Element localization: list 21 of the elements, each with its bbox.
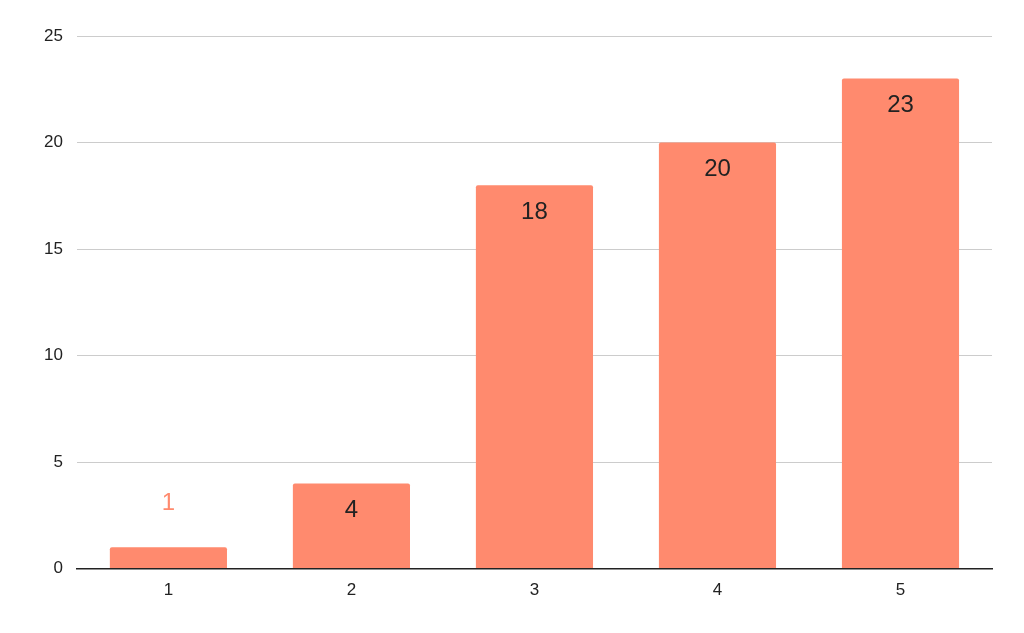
data-label: 20 [704, 154, 731, 182]
y-tick-label: 0 [53, 558, 63, 578]
y-tick-label: 20 [43, 132, 63, 152]
x-tick-label: 2 [346, 580, 357, 600]
x-tick-label: 3 [529, 580, 540, 600]
y-tick-label: 5 [53, 451, 63, 471]
data-label: 18 [521, 196, 548, 224]
bar [292, 483, 410, 569]
bar [475, 185, 594, 569]
data-label: 23 [887, 90, 914, 118]
x-tick-label: 5 [895, 580, 906, 600]
data-label: 1 [161, 487, 176, 515]
x-tick-label: 4 [712, 580, 723, 600]
bar [658, 142, 777, 569]
x-tick-label: 1 [163, 580, 174, 600]
bar [109, 547, 227, 569]
y-tick-label: 15 [43, 238, 63, 258]
y-tick-label: 10 [43, 345, 63, 365]
data-label: 4 [344, 495, 359, 523]
y-tick-label: 25 [43, 25, 63, 45]
bar [841, 78, 960, 569]
